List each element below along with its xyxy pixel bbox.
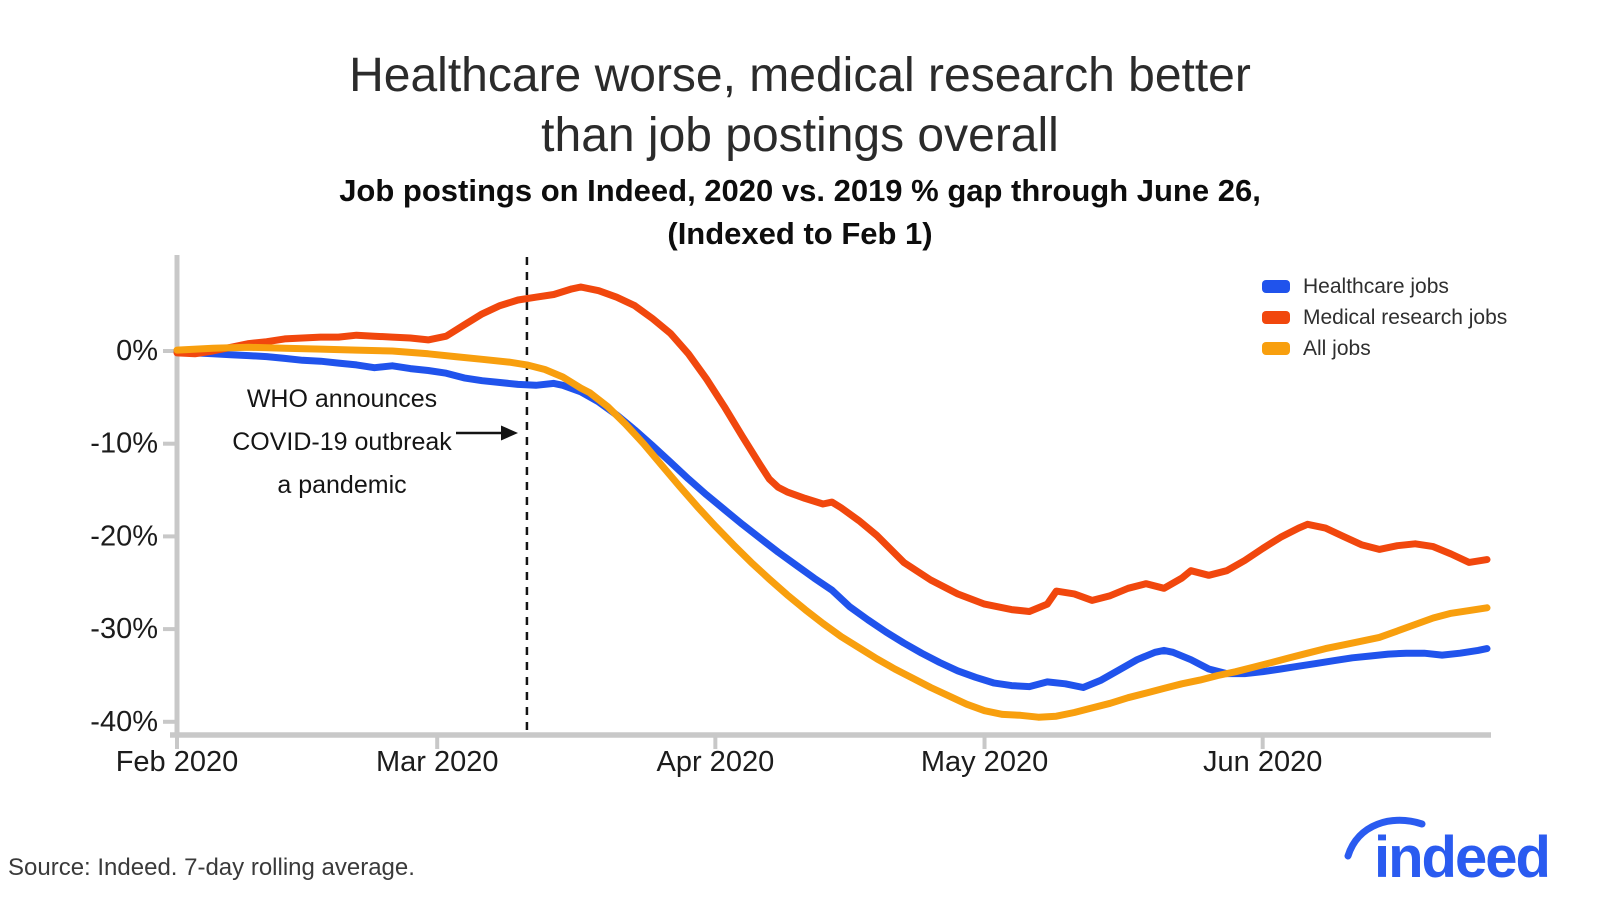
source-note: Source: Indeed. 7-day rolling average. bbox=[8, 854, 415, 881]
x-tick-label: Feb 2020 bbox=[116, 746, 239, 778]
legend-item-medical-research: Medical research jobs bbox=[1262, 302, 1507, 333]
title-line1: Healthcare worse, medical research bette… bbox=[349, 49, 1251, 102]
indeed-logo-text: indeed bbox=[1374, 825, 1551, 890]
indeed-logo: indeed bbox=[1340, 810, 1570, 905]
y-tick-label: 0% bbox=[116, 335, 158, 367]
x-tick-label: Jun 2020 bbox=[1203, 746, 1322, 778]
legend-label-healthcare: Healthcare jobs bbox=[1303, 274, 1449, 298]
legend-label-medical-research: Medical research jobs bbox=[1303, 305, 1508, 329]
legend-swatch-all-jobs-icon bbox=[1262, 342, 1290, 355]
annotation-line3: a pandemic bbox=[277, 471, 407, 499]
y-tick-label: -30% bbox=[90, 613, 158, 645]
y-tick-label: -40% bbox=[90, 706, 158, 738]
x-tick-label: Apr 2020 bbox=[657, 746, 775, 778]
subtitle-line1: Job postings on Indeed, 2020 vs. 2019 % … bbox=[339, 173, 1261, 208]
chart-subtitle: Job postings on Indeed, 2020 vs. 2019 % … bbox=[0, 170, 1600, 256]
annotation-arrow-head-icon bbox=[501, 425, 518, 441]
indeed-logo-arc-icon bbox=[1344, 816, 1426, 860]
annotation-line2: COVID-19 outbreak bbox=[232, 428, 452, 456]
y-tick-label: -20% bbox=[90, 520, 158, 552]
annotation-line1: WHO announces bbox=[246, 385, 438, 413]
chart-legend: Healthcare jobs Medical research jobs Al… bbox=[1262, 271, 1507, 364]
x-tick-label: May 2020 bbox=[921, 746, 1048, 778]
subtitle-line2: (Indexed to Feb 1) bbox=[667, 215, 933, 251]
series-line-healthcare-jobs bbox=[173, 347, 1491, 691]
title-line2: than job postings overall bbox=[541, 108, 1059, 162]
legend-swatch-medical-research-icon bbox=[1262, 311, 1290, 324]
series-line-medical-research-jobs bbox=[173, 283, 1491, 615]
x-tick-label: Mar 2020 bbox=[376, 746, 499, 778]
y-tick-label: -10% bbox=[90, 428, 158, 460]
legend-label-all-jobs: All jobs bbox=[1303, 336, 1371, 360]
pandemic-annotation: WHO announces COVID-19 outbreak a pandem… bbox=[182, 378, 502, 507]
legend-item-healthcare: Healthcare jobs bbox=[1262, 271, 1507, 302]
page-title: Healthcare worse, medical research bette… bbox=[0, 46, 1600, 165]
legend-swatch-healthcare-icon bbox=[1262, 280, 1290, 293]
legend-item-all-jobs: All jobs bbox=[1262, 333, 1507, 364]
series-line-all-jobs bbox=[173, 343, 1491, 721]
